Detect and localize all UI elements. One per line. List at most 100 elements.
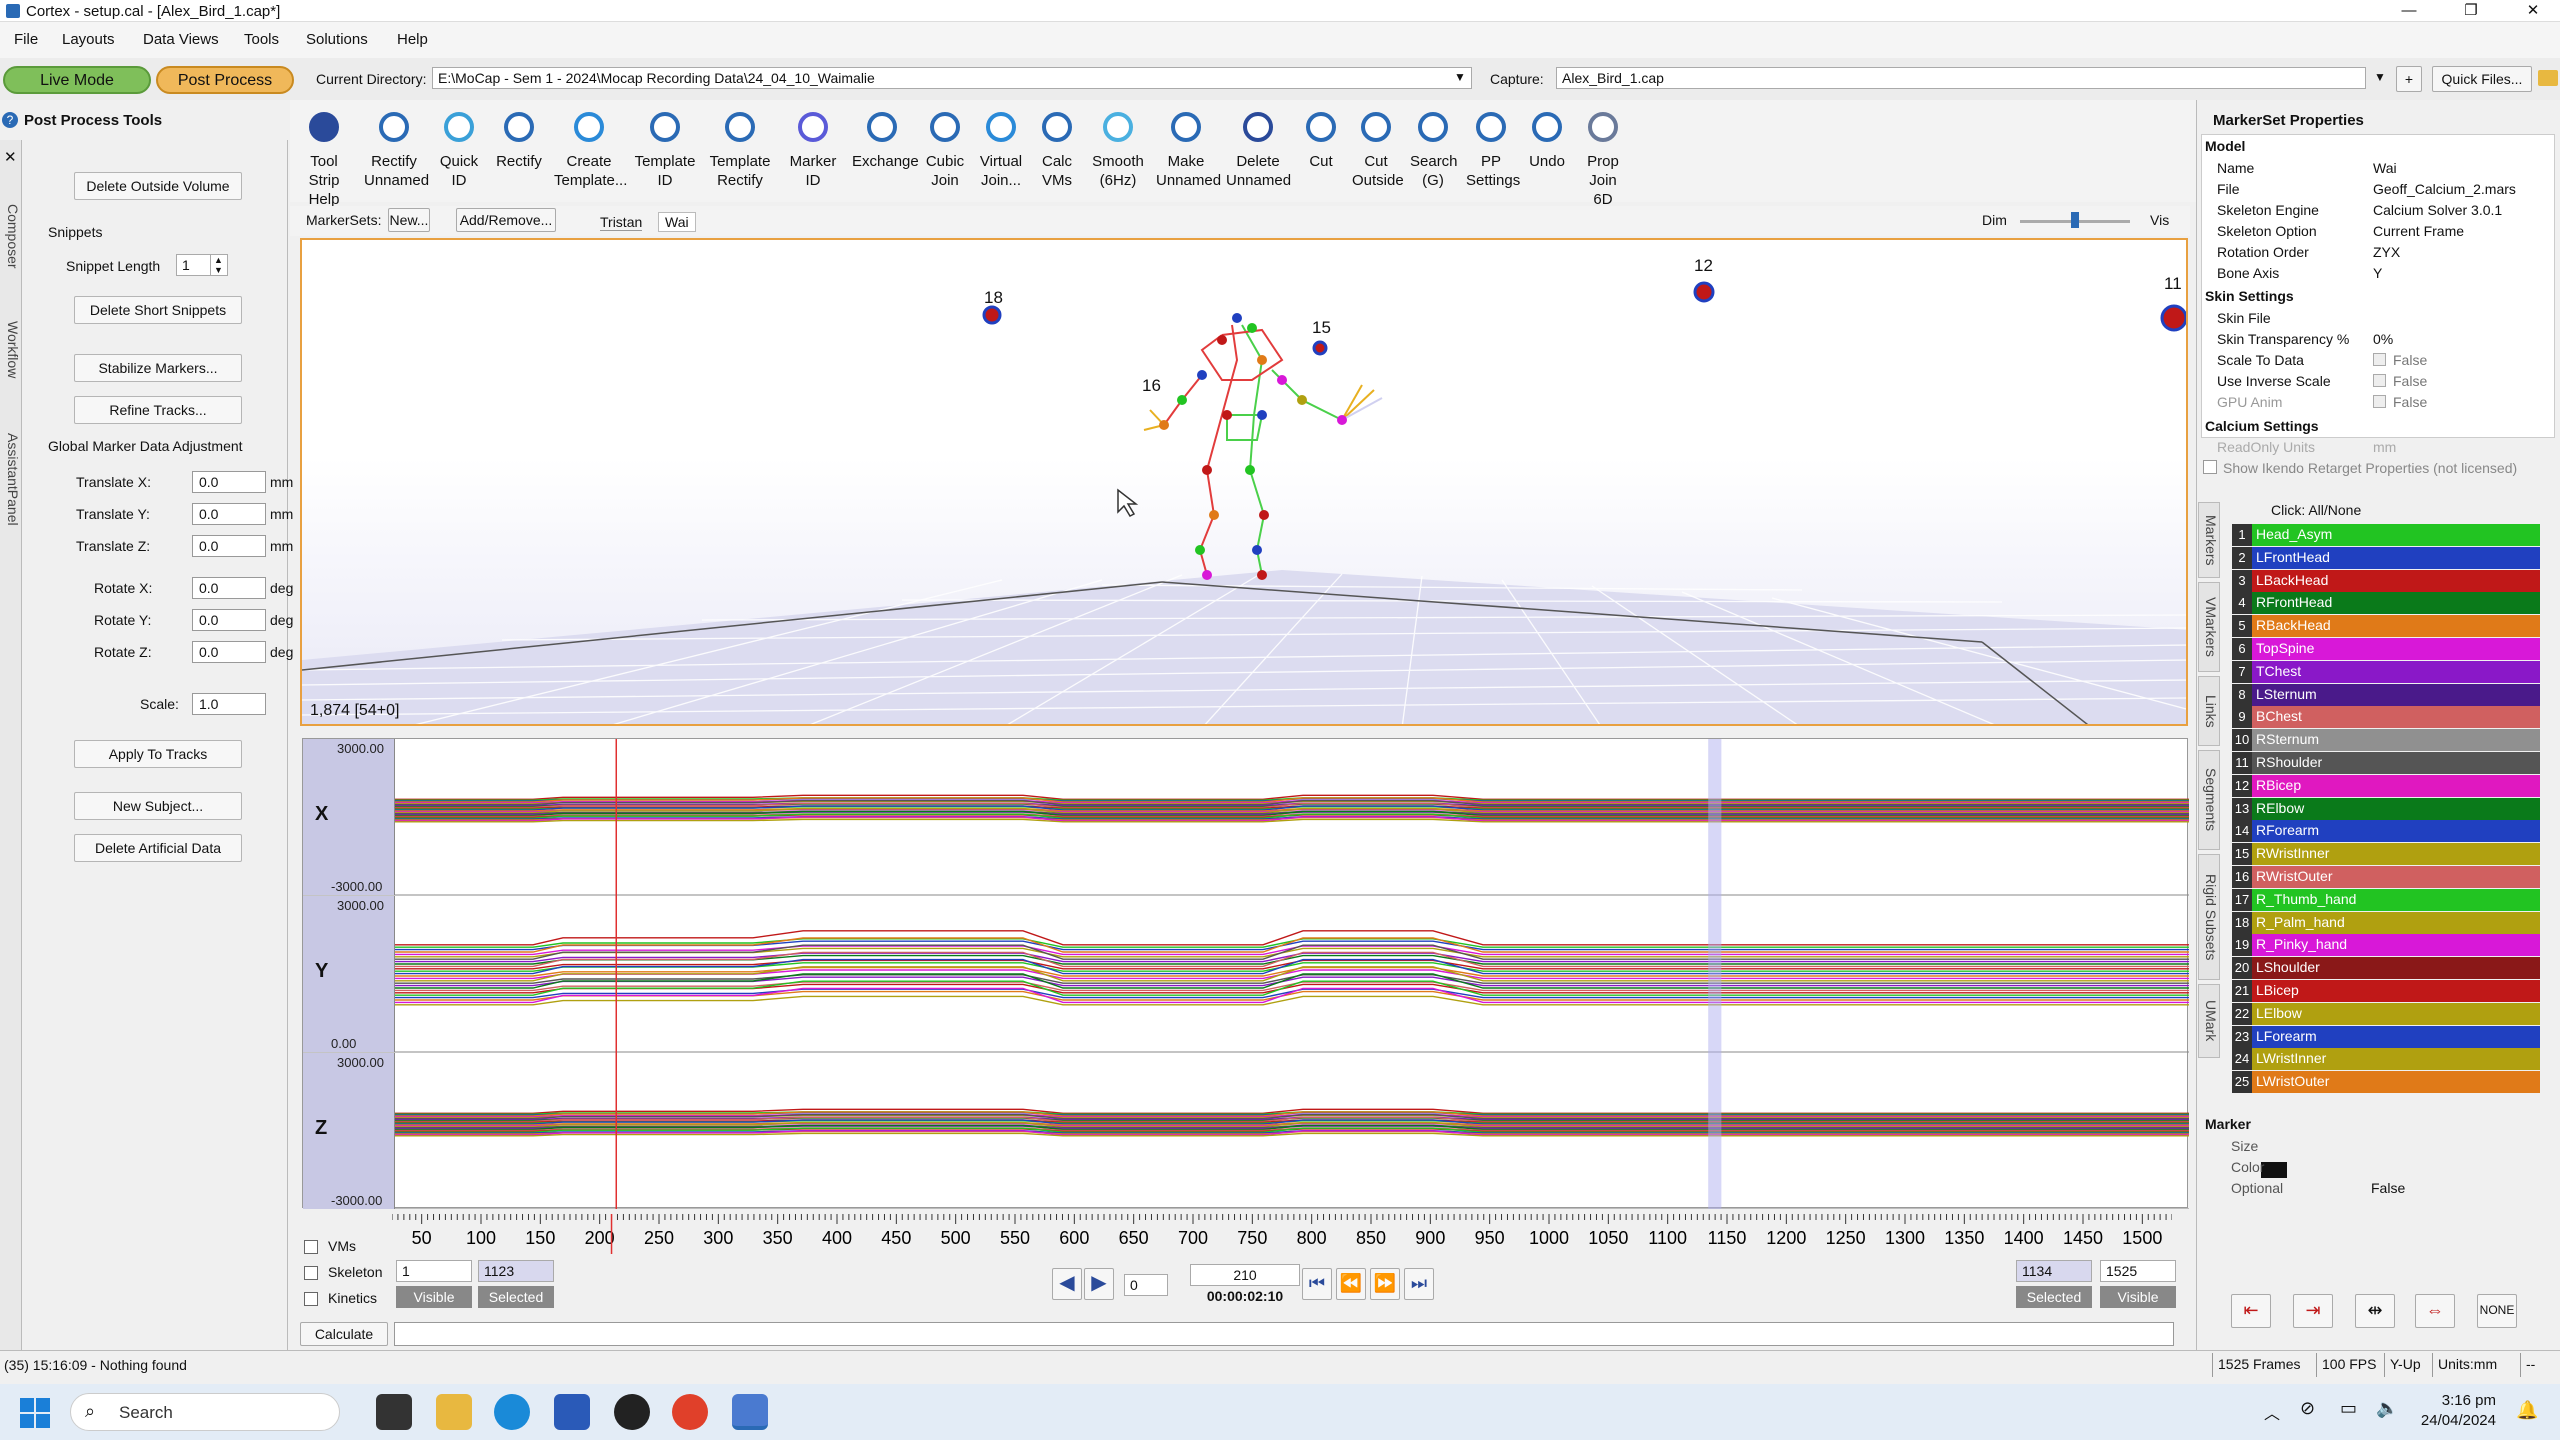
- property-row[interactable]: Skeleton Option Current Frame: [2217, 221, 2535, 242]
- delete-short-snippets-button[interactable]: Delete Short Snippets: [74, 296, 242, 324]
- step-size-field[interactable]: 0: [1124, 1274, 1168, 1296]
- property-value[interactable]: ZYX: [2373, 244, 2401, 260]
- menu-file[interactable]: File: [14, 31, 39, 48]
- kinetics-checkbox[interactable]: [304, 1292, 318, 1306]
- post-process-button[interactable]: Post Process: [156, 66, 294, 94]
- vms-checkbox[interactable]: [304, 1240, 318, 1254]
- property-value[interactable]: False: [2393, 352, 2428, 368]
- notification-icon[interactable]: 🔔: [2516, 1400, 2539, 1420]
- link-right-icon[interactable]: ⇥: [2293, 1294, 2333, 1328]
- marker-row-lwristouter[interactable]: 25 LWristOuter: [2232, 1071, 2540, 1094]
- translate-x-input[interactable]: 0.0: [192, 471, 266, 493]
- tool-rectify-unnamed[interactable]: Rectify Unnamed: [364, 100, 429, 200]
- marker-row-bchest[interactable]: 9 BChest: [2232, 706, 2540, 729]
- visible-start-button[interactable]: Visible: [396, 1286, 472, 1308]
- property-value[interactable]: Calcium Solver 3.0.1: [2373, 202, 2503, 218]
- selection-end-field[interactable]: 1134: [2016, 1260, 2092, 1282]
- property-value[interactable]: Y: [2373, 265, 2383, 281]
- marker-row-lsternum[interactable]: 8 LSternum: [2232, 683, 2540, 706]
- tool-cut-outside[interactable]: Cut Outside: [1352, 100, 1404, 200]
- maximize-button[interactable]: ❐: [2464, 2, 2478, 19]
- tool-create-template[interactable]: Create Template...: [554, 100, 627, 200]
- taskbar-search-box[interactable]: ⌕ Search: [70, 1393, 340, 1431]
- delete-artificial-data-button[interactable]: Delete Artificial Data: [74, 834, 242, 862]
- tool-undo[interactable]: Undo: [1526, 100, 1568, 200]
- link-both-icon[interactable]: ⇔: [2415, 1294, 2455, 1328]
- marker-row-tchest[interactable]: 7 TChest: [2232, 660, 2540, 683]
- delete-outside-volume-button[interactable]: Delete Outside Volume: [74, 172, 242, 200]
- property-row[interactable]: Color: [2231, 1157, 2549, 1178]
- 3d-viewport[interactable]: 18 15 16 12 11 1,874 [54+0]: [300, 238, 2188, 726]
- cortex-taskbar-icon[interactable]: [732, 1394, 768, 1430]
- property-value[interactable]: 0%: [2373, 331, 2394, 347]
- property-row[interactable]: Use Inverse Scale False: [2217, 371, 2535, 392]
- calculate-track[interactable]: [394, 1322, 2174, 1346]
- tool-template-id[interactable]: Template ID: [634, 100, 696, 200]
- property-row[interactable]: File Geoff_Calcium_2.mars: [2217, 179, 2535, 200]
- marker-row-rbackhead[interactable]: 5 RBackHead: [2232, 615, 2540, 638]
- tab-segments[interactable]: Segments: [2198, 750, 2220, 850]
- tool-exchange[interactable]: Exchange: [852, 100, 919, 200]
- tool-virtual-join[interactable]: Virtual Join...: [978, 100, 1024, 200]
- marker-row-lfronthead[interactable]: 2 LFrontHead: [2232, 546, 2540, 569]
- play-forward-icon[interactable]: ▶: [1084, 1268, 1114, 1300]
- property-grid[interactable]: [2201, 134, 2555, 438]
- translate-z-input[interactable]: 0.0: [192, 535, 266, 557]
- tool-smooth[interactable]: Smooth (6Hz): [1090, 100, 1146, 200]
- rotate-y-input[interactable]: 0.0: [192, 609, 266, 631]
- link-join-icon[interactable]: ⇹: [2355, 1294, 2395, 1328]
- tool-cubic-join[interactable]: Cubic Join: [922, 100, 968, 200]
- snippet-length-input[interactable]: 1: [176, 254, 228, 276]
- property-checkbox[interactable]: [2373, 395, 2386, 408]
- graph-plot-area[interactable]: [303, 739, 2189, 1209]
- timeline-ruler[interactable]: 50 100 150 200 250 300 350 400 450 500 550 600 650 70…: [392, 1214, 2172, 1254]
- close-icon[interactable]: ✕: [4, 149, 17, 166]
- quick-files-button[interactable]: Quick Files...: [2432, 66, 2532, 92]
- chevron-down-icon[interactable]: ▼: [2374, 70, 2386, 84]
- network-icon[interactable]: ⊘: [2300, 1398, 2316, 1418]
- menu-layouts[interactable]: Layouts: [62, 31, 115, 48]
- menu-solutions[interactable]: Solutions: [306, 31, 368, 48]
- property-value[interactable]: False: [2371, 1180, 2406, 1196]
- tab-assistant-panel[interactable]: AssistantPanel: [5, 432, 21, 526]
- stabilize-markers-button[interactable]: Stabilize Markers...: [74, 354, 242, 382]
- property-row[interactable]: Rotation Order ZYX: [2217, 242, 2535, 263]
- windows-start-icon[interactable]: [20, 1398, 50, 1428]
- property-row[interactable]: Skin Transparency % 0%: [2217, 329, 2535, 350]
- trajectory-graphs[interactable]: 3000.00 -3000.00 X 3000.00 0.00 Y 3000.00 -3000…: [302, 738, 2189, 1209]
- tool-calc-vms[interactable]: Calc VMs: [1034, 100, 1080, 200]
- property-value[interactable]: False: [2393, 373, 2428, 389]
- marker-row-r-pinky-hand[interactable]: 19 R_Pinky_hand: [2232, 934, 2540, 957]
- property-value[interactable]: Current Frame: [2373, 223, 2465, 239]
- edge-browser-icon[interactable]: [494, 1394, 530, 1430]
- live-mode-button[interactable]: Live Mode: [3, 66, 151, 94]
- minimize-button[interactable]: —: [2401, 2, 2417, 19]
- tool-pp-settings[interactable]: PP Settings: [1466, 100, 1520, 200]
- calcium-section-header[interactable]: Calcium Settings: [2205, 418, 2319, 434]
- rotate-z-input[interactable]: 0.0: [192, 641, 266, 663]
- property-row[interactable]: Scale To Data False: [2217, 350, 2535, 371]
- selected-start-button[interactable]: Selected: [478, 1286, 554, 1308]
- marker-row-rwristinner[interactable]: 15 RWristInner: [2232, 843, 2540, 866]
- menu-tools[interactable]: Tools: [244, 31, 280, 48]
- marker-row-topspine[interactable]: 6 TopSpine: [2232, 638, 2540, 660]
- marker-row-head-asym[interactable]: 1 Head_Asym: [2232, 524, 2540, 546]
- close-button[interactable]: ✕: [2526, 2, 2540, 19]
- marker-row-lbicep[interactable]: 21 LBicep: [2232, 980, 2540, 1002]
- property-checkbox[interactable]: [2373, 353, 2386, 366]
- tab-umark[interactable]: UMark: [2198, 984, 2220, 1058]
- step-forward-icon[interactable]: ⏩: [1370, 1268, 1400, 1300]
- directory-field[interactable]: E:\MoCap - Sem 1 - 2024\Mocap Recording …: [432, 67, 1472, 89]
- property-row[interactable]: ReadOnly Units mm: [2217, 437, 2535, 458]
- none-button[interactable]: NONE: [2477, 1294, 2517, 1328]
- property-row[interactable]: Bone Axis Y: [2217, 263, 2535, 284]
- tool-help[interactable]: Tool Strip Help: [294, 100, 354, 208]
- tool-marker-id[interactable]: Marker ID: [784, 100, 842, 200]
- start-frame-field[interactable]: 1: [396, 1260, 472, 1282]
- marker-row-r-palm-hand[interactable]: 18 R_Palm_hand: [2232, 911, 2540, 934]
- property-value[interactable]: Wai: [2373, 160, 2397, 176]
- property-row[interactable]: Optional False: [2231, 1178, 2549, 1199]
- tab-composer[interactable]: Composer: [5, 203, 21, 269]
- tool-cut[interactable]: Cut: [1300, 100, 1342, 200]
- tool-delete-unnamed[interactable]: Delete Unnamed: [1226, 100, 1291, 200]
